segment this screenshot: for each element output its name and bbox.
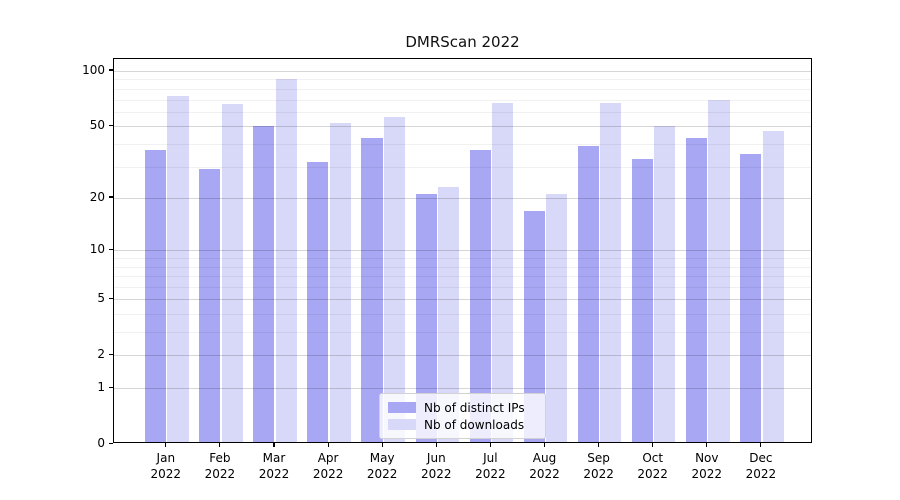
bar-oct-distinct-ips (631, 159, 654, 442)
x-tick-mark (435, 443, 437, 447)
legend-swatch-distinct-ips (388, 402, 416, 413)
x-tick-label-aug: Aug 2022 (529, 451, 560, 481)
bar-jan-downloads (167, 96, 189, 442)
bar-aug-downloads (546, 194, 568, 442)
gridline-minor (114, 332, 811, 334)
x-tick-label-apr: Apr 2022 (312, 451, 344, 481)
bar-jul-downloads (492, 103, 514, 442)
bar-dec-distinct-ips (740, 154, 762, 442)
y-tick-label: 5 (97, 291, 105, 306)
y-tick-label: 50 (89, 118, 105, 133)
x-tick-mark (327, 443, 329, 447)
bar-aug-distinct-ips (523, 210, 545, 442)
x-tick-mark (165, 443, 167, 447)
x-tick-mark (273, 443, 275, 447)
bar-feb-downloads (221, 104, 243, 442)
x-tick-mark (760, 443, 762, 447)
bar-jul-distinct-ips (469, 150, 491, 442)
x-tick-label-jun: Jun 2022 (421, 451, 452, 481)
gridline-minor (114, 79, 811, 81)
gridline-minor (114, 258, 811, 260)
bar-nov-distinct-ips (686, 138, 708, 442)
gridline-minor (114, 88, 811, 90)
x-tick-label-may: May 2022 (366, 451, 398, 481)
bar-dec-downloads (762, 131, 784, 442)
bar-oct-downloads (654, 126, 676, 442)
x-tick-mark (489, 443, 491, 447)
y-tick-mark (108, 248, 113, 250)
legend-swatch-downloads (388, 419, 416, 430)
gridline-major (114, 126, 811, 128)
bar-apr-downloads (329, 123, 351, 442)
y-tick-mark (108, 124, 113, 126)
chart-title: DMRScan 2022 (405, 33, 520, 51)
x-tick-mark (598, 443, 600, 447)
gridline-minor (114, 286, 811, 288)
y-tick-mark (108, 69, 113, 71)
y-tick-label: 1 (97, 380, 105, 395)
bar-sep-downloads (600, 103, 622, 442)
y-tick-label: 10 (89, 242, 105, 257)
gridline-major (114, 299, 811, 301)
legend-label-distinct-ips: Nb of distinct IPs (424, 400, 525, 415)
gridline-minor (114, 166, 811, 168)
bar-jun-distinct-ips (415, 194, 437, 442)
y-tick-label: 0 (97, 436, 105, 451)
legend-label-downloads: Nb of downloads (424, 417, 525, 432)
x-tick-label-sep: Sep 2022 (583, 451, 614, 481)
x-tick-mark (219, 443, 221, 447)
x-tick-label-jan: Jan 2022 (150, 451, 182, 481)
gridline-major (114, 388, 811, 390)
y-tick-label: 20 (89, 190, 105, 204)
gridline-major (114, 198, 811, 199)
y-tick-mark (108, 442, 113, 444)
plot-area: Nb of distinct IPs Nb of downloads (113, 58, 812, 443)
bar-apr-distinct-ips (307, 161, 329, 442)
x-tick-label-nov: Nov 2022 (691, 451, 723, 481)
bar-may-downloads (383, 117, 405, 442)
bar-may-distinct-ips (361, 138, 383, 442)
bar-jun-downloads (437, 187, 460, 442)
bar-mar-downloads (275, 79, 297, 442)
x-tick-label-jul: Jul 2022 (475, 451, 506, 481)
y-tick-mark (108, 196, 113, 198)
gridline-minor (114, 276, 811, 278)
x-tick-label-mar: Mar 2022 (258, 451, 290, 481)
x-tick-label-feb: Feb 2022 (204, 451, 236, 481)
gridline-minor (114, 266, 811, 268)
legend-item-downloads: Nb of downloads (388, 418, 537, 432)
bar-jan-distinct-ips (145, 150, 167, 442)
gridline-minor (114, 111, 811, 113)
gridline-minor (114, 99, 811, 101)
x-tick-mark (706, 443, 708, 447)
gridline-major (114, 71, 811, 72)
bar-mar-distinct-ips (253, 126, 275, 442)
x-tick-label-oct: Oct 2022 (637, 451, 668, 481)
y-tick-mark (108, 297, 113, 299)
gridline-major (114, 250, 811, 252)
gridline-major (114, 355, 811, 357)
legend-item-distinct-ips: Nb of distinct IPs (388, 401, 537, 415)
gridline-minor (114, 143, 811, 145)
bar-sep-distinct-ips (577, 145, 599, 442)
x-tick-mark (543, 443, 546, 447)
y-tick-label: 2 (97, 347, 105, 362)
y-tick-mark (108, 386, 113, 388)
x-tick-mark (652, 443, 654, 447)
x-tick-label-dec: Dec 2022 (745, 451, 777, 481)
x-tick-mark (381, 443, 383, 447)
bar-feb-distinct-ips (199, 169, 221, 442)
legend: Nb of distinct IPs Nb of downloads (379, 393, 546, 439)
gridline-minor (114, 314, 811, 316)
y-tick-label: 100 (82, 63, 105, 77)
y-tick-mark (108, 353, 113, 355)
bar-nov-downloads (708, 99, 730, 442)
